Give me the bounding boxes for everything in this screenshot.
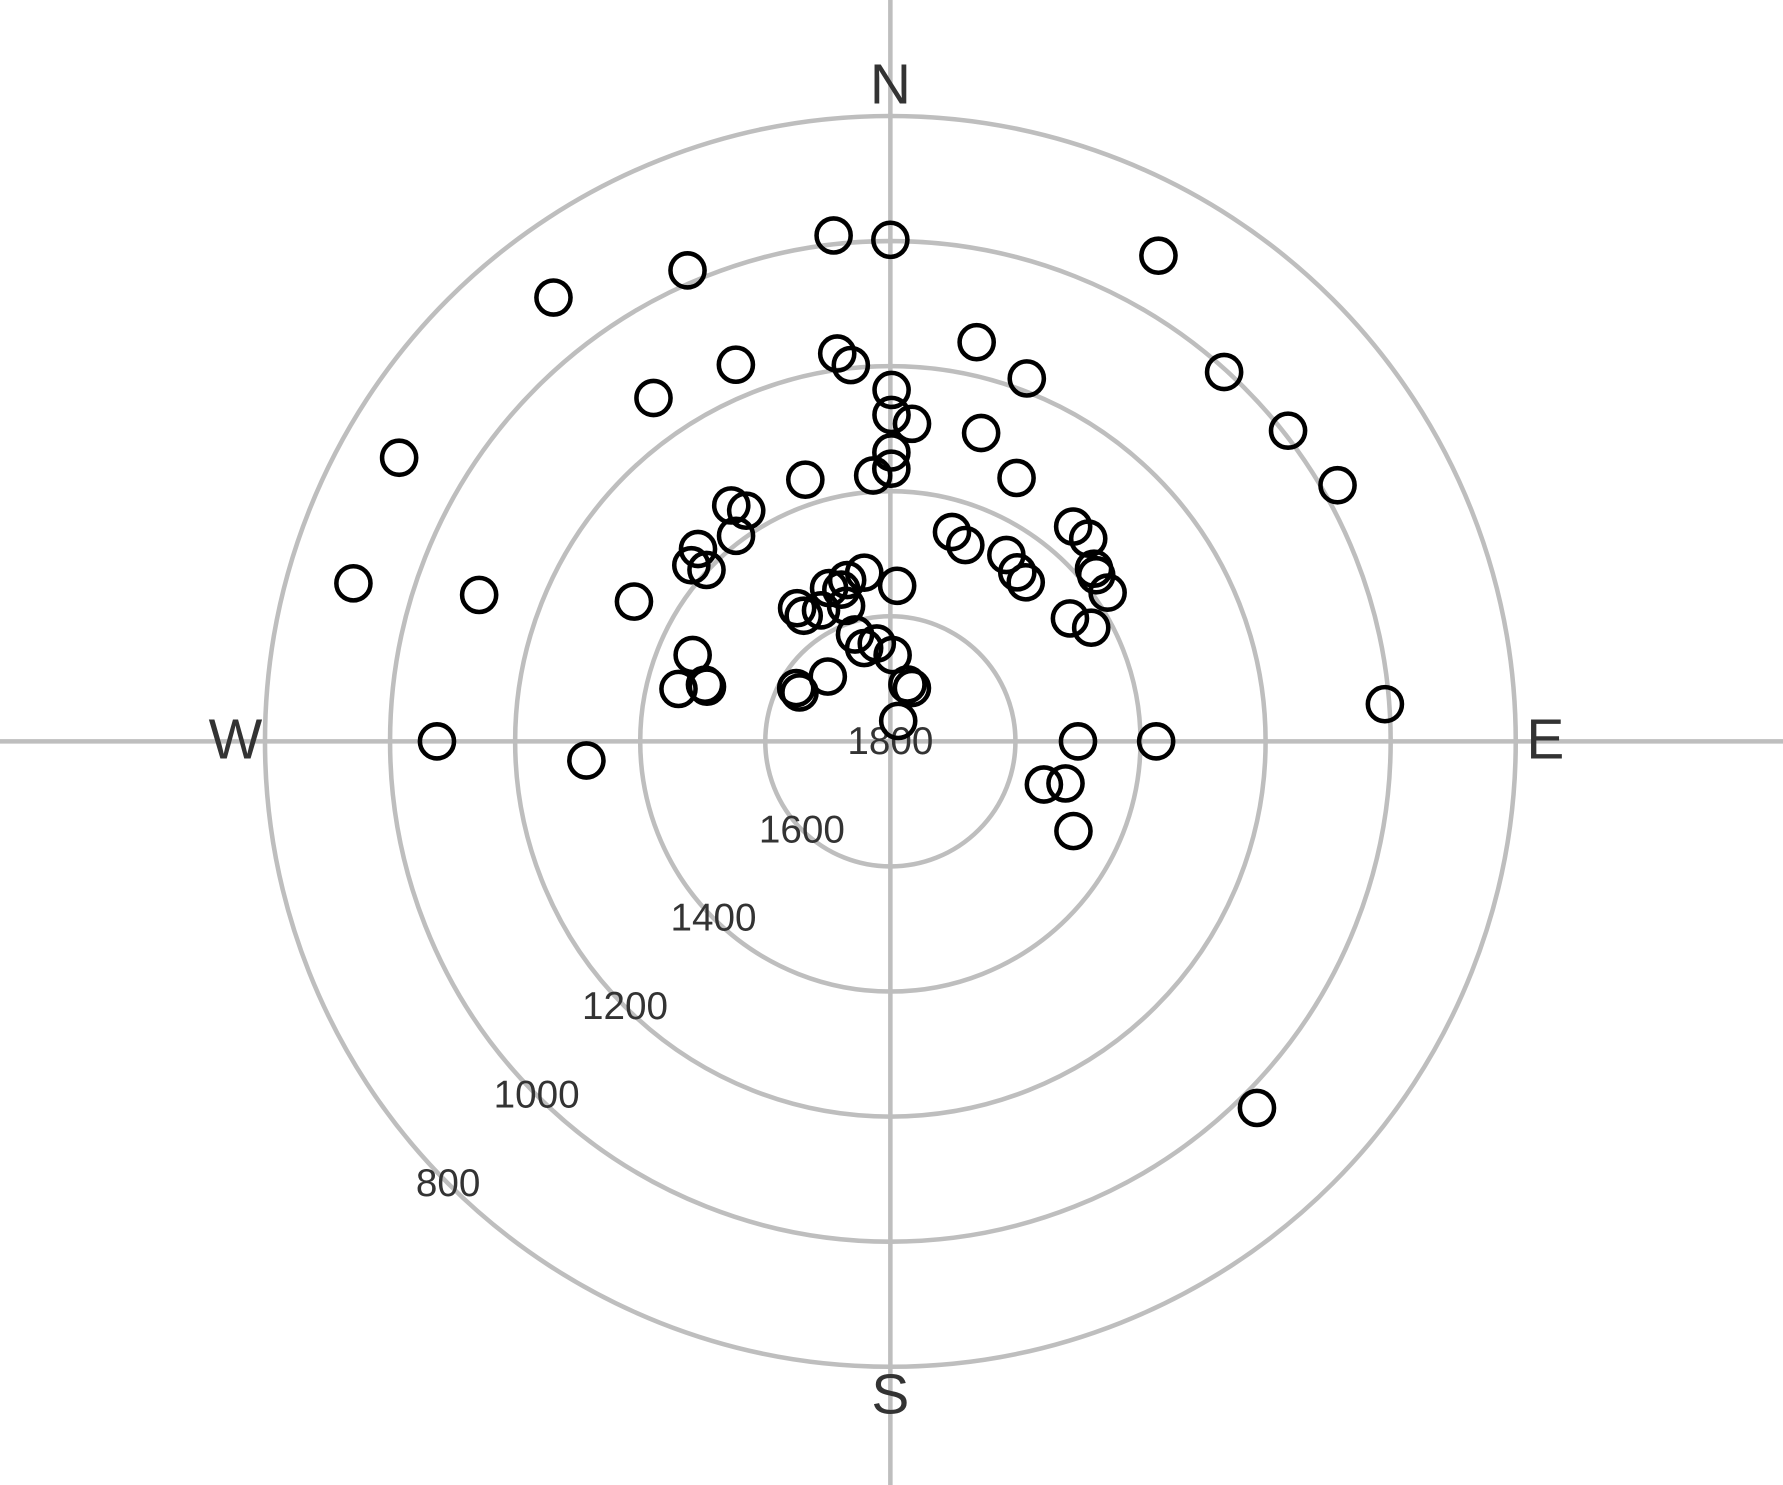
data-point: [1136, 722, 1176, 761]
data-point: [892, 668, 932, 708]
data-point: [726, 491, 766, 530]
data-point: [814, 216, 853, 255]
data-point: [1068, 519, 1108, 558]
data-point: [1071, 608, 1111, 648]
data-point: [831, 345, 871, 385]
data-point: [459, 575, 499, 615]
data-point: [932, 512, 972, 552]
data-point: [822, 570, 861, 609]
data-point: [716, 516, 756, 556]
data-point: [1046, 764, 1085, 803]
r-tick-label: 1800: [847, 720, 933, 763]
data-point: [1006, 562, 1046, 602]
data-point: [892, 404, 932, 444]
data-point: [871, 220, 910, 260]
data-point: [1088, 573, 1127, 612]
data-point: [1054, 811, 1093, 851]
data-point: [1204, 352, 1244, 392]
data-point: [878, 701, 918, 741]
direction-label: N: [870, 54, 911, 117]
direction-label: E: [1526, 709, 1564, 772]
data-point: [614, 582, 654, 621]
direction-label: S: [871, 1364, 909, 1427]
data-point: [659, 669, 698, 709]
direction-label: W: [209, 709, 263, 772]
data-point: [784, 596, 824, 636]
data-point: [534, 278, 573, 317]
data-point: [872, 370, 911, 410]
data-point: [786, 460, 825, 499]
data-point: [1237, 1088, 1277, 1128]
r-tick-label: 1000: [494, 1074, 580, 1117]
data-point: [817, 334, 857, 373]
data-point: [1024, 765, 1064, 804]
data-point: [844, 628, 884, 668]
data-point: [826, 586, 866, 626]
data-point: [780, 673, 819, 712]
data-point: [827, 560, 867, 600]
data-point: [687, 667, 727, 707]
data-point: [853, 456, 893, 495]
data-point: [334, 564, 373, 603]
data-point: [945, 525, 985, 565]
data-point: [567, 741, 606, 780]
data-point: [888, 665, 927, 704]
data-point: [777, 588, 817, 628]
data-point: [1139, 236, 1178, 276]
data-point: [671, 545, 711, 585]
r-tick-label: 1200: [582, 985, 668, 1028]
data-point: [801, 591, 841, 630]
data-point: [871, 449, 911, 489]
data-point: [776, 668, 816, 708]
data-point: [1268, 411, 1308, 450]
data-point: [872, 395, 911, 435]
data-point: [379, 438, 419, 478]
data-point: [1365, 684, 1405, 724]
data-point: [687, 550, 726, 590]
data-point: [417, 722, 457, 761]
data-point: [957, 322, 996, 362]
data-point: [716, 345, 756, 385]
data-point: [997, 552, 1037, 592]
data-point: [668, 251, 707, 290]
data-point: [877, 566, 917, 606]
data-point: [1007, 359, 1047, 398]
data-point: [1058, 722, 1098, 761]
data-point: [961, 413, 1001, 453]
data-point: [997, 458, 1036, 498]
data-point: [634, 378, 673, 418]
r-tick-label: 800: [416, 1162, 481, 1205]
data-point: [1318, 465, 1357, 505]
r-tick-label: 1400: [670, 897, 756, 940]
r-tick-label: 1600: [759, 808, 845, 851]
data-point: [1050, 599, 1090, 638]
